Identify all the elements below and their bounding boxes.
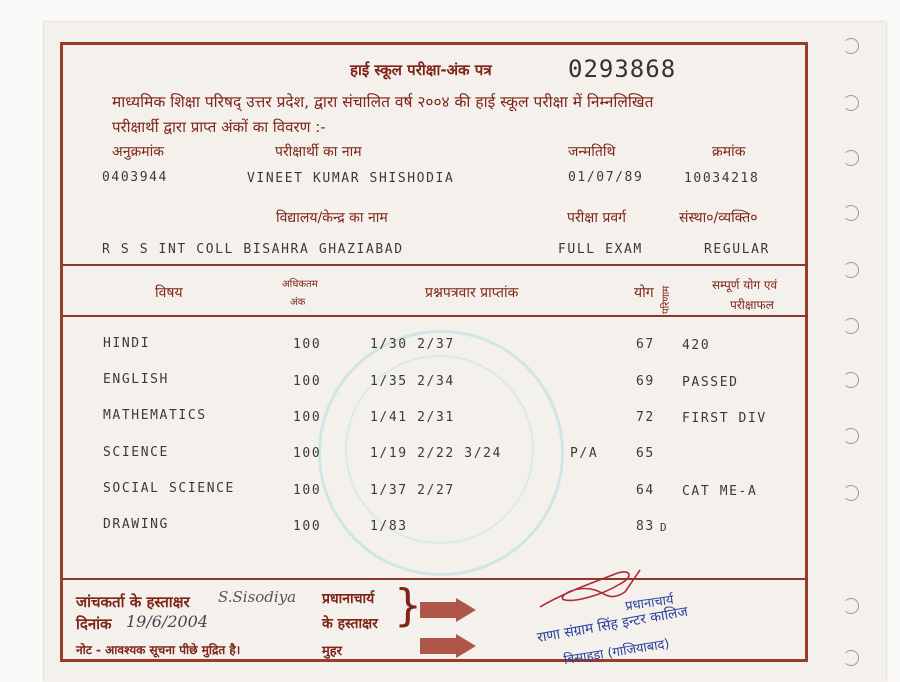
perforation-hole — [843, 485, 859, 501]
col-result: परिणाम — [661, 285, 672, 314]
checker-sign-label: जांचकर्ता के हस्ताक्षर — [76, 593, 190, 611]
serial-label: क्रमांक — [712, 144, 746, 160]
col-subject: विषय — [155, 285, 183, 301]
checker-signature: S.Sisodiya — [218, 588, 297, 606]
perforation-hole — [843, 262, 859, 278]
intro-line-1: माध्यमिक शिक्षा परिषद् उत्तर प्रदेश, द्व… — [112, 93, 654, 111]
row-papers: 1/35 2/34 — [370, 374, 455, 389]
arrow-icon — [420, 598, 476, 622]
perforation-hole — [843, 205, 859, 221]
row-papers: 1/41 2/31 — [370, 410, 455, 425]
row-total: 69 — [636, 374, 655, 389]
school-label: विद्यालय/केन्द्र का नाम — [276, 210, 388, 226]
row-max: 100 — [293, 337, 322, 352]
col-paper-marks: प्रश्नपत्रवार प्राप्तांक — [425, 285, 519, 301]
row-papers: 1/83 — [370, 519, 408, 534]
divider — [62, 578, 808, 580]
row-max: 100 — [293, 410, 322, 425]
category-value: FULL EXAM — [558, 242, 643, 257]
row-subject: SOCIAL SCIENCE — [103, 481, 235, 496]
col-grand-2: परीक्षाफल — [730, 298, 774, 312]
principal-label-2: के हस्ताक्षर — [322, 616, 378, 632]
date-value: 19/6/2004 — [126, 612, 209, 631]
row-papers: 1/37 2/27 — [370, 483, 455, 498]
row-total: 83 — [636, 519, 655, 534]
roll-label: अनुक्रमांक — [112, 144, 164, 160]
perforation-hole — [843, 428, 859, 444]
perforation-hole — [843, 598, 859, 614]
document-title: हाई स्कूल परीक्षा-अंक पत्र — [350, 61, 492, 79]
row-summary: FIRST DIV — [682, 411, 767, 426]
school-value: R S S INT COLL BISAHRA GHAZIABAD — [102, 242, 404, 257]
type-label: संस्था०/व्यक्ति० — [679, 210, 758, 226]
arrow-icon — [420, 634, 476, 658]
row-total: 64 — [636, 483, 655, 498]
row-summary: 420 — [682, 338, 711, 353]
marksheet-frame — [60, 42, 808, 662]
seal-label: मुहर — [322, 644, 342, 659]
principal-label-1: प्रधानाचार्य — [322, 591, 375, 607]
row-subject: SCIENCE — [103, 445, 169, 460]
row-max: 100 — [293, 446, 322, 461]
row-subject: DRAWING — [103, 517, 169, 532]
row-papers: 1/19 2/22 3/24 — [370, 446, 502, 461]
divider — [62, 315, 808, 317]
row-max: 100 — [293, 374, 322, 389]
row-summary: D — [660, 521, 669, 534]
perforation-hole — [843, 650, 859, 666]
serial-number: 0293868 — [568, 55, 677, 83]
perforation-hole — [843, 372, 859, 388]
perforation-hole — [843, 38, 859, 54]
intro-line-2: परीक्षार्थी द्वारा प्राप्त अंकों का विवर… — [112, 118, 326, 136]
row-summary: PASSED — [682, 375, 739, 390]
faded-seal-inner — [345, 355, 534, 544]
category-label: परीक्षा प्रवर्ग — [567, 210, 627, 226]
row-total: 67 — [636, 337, 655, 352]
note: नोट - आवश्यक सूचना पीछे मुद्रित है। — [76, 643, 241, 657]
row-total: 72 — [636, 410, 655, 425]
perforation-hole — [843, 318, 859, 334]
dob-value: 01/07/89 — [568, 170, 644, 185]
name-value: VINEET KUMAR SHISHODIA — [247, 171, 455, 186]
row-subject: ENGLISH — [103, 372, 169, 387]
brace: } — [394, 580, 422, 631]
row-max: 100 — [293, 519, 322, 534]
dob-label: जन्मतिथि — [568, 144, 616, 160]
type-value: REGULAR — [704, 242, 770, 257]
date-label: दिनांक — [76, 615, 112, 633]
row-subject: MATHEMATICS — [103, 408, 207, 423]
col-grand-1: सम्पूर्ण योग एवं — [712, 278, 778, 292]
serial-value: 10034218 — [684, 171, 760, 186]
col-max-1: अधिकतम — [282, 279, 318, 290]
divider — [62, 264, 808, 266]
roll-value: 0403944 — [102, 170, 168, 185]
perforation-hole — [843, 150, 859, 166]
row-subject: HINDI — [103, 336, 151, 351]
col-total: योग — [634, 285, 654, 301]
name-label: परीक्षार्थी का नाम — [275, 144, 362, 160]
row-pa: P/A — [570, 446, 599, 461]
principal-signature — [539, 569, 641, 608]
faded-seal — [318, 330, 564, 576]
col-max-2: अंक — [290, 297, 306, 308]
row-total: 65 — [636, 446, 655, 461]
row-max: 100 — [293, 483, 322, 498]
row-summary: CAT ME-A — [682, 484, 758, 499]
perforation-hole — [843, 95, 859, 111]
row-papers: 1/30 2/37 — [370, 337, 455, 352]
